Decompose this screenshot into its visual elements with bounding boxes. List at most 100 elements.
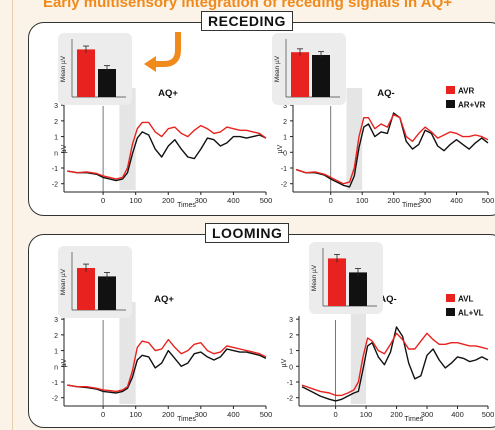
y-tick-label: -1 bbox=[52, 166, 58, 173]
y-axis-label: µV bbox=[61, 144, 68, 153]
x-tick-label: 300 bbox=[419, 196, 432, 205]
x-tick-label: 0 bbox=[101, 410, 105, 419]
legend-label: AVL bbox=[458, 295, 474, 304]
y-axis-label: µV bbox=[61, 358, 68, 367]
series-line-avr bbox=[67, 121, 267, 180]
y-tick-label: -1 bbox=[281, 166, 287, 173]
legend-label: AL+VL bbox=[458, 309, 484, 318]
x-tick-label: 0 bbox=[329, 196, 333, 205]
inset-y-label: Mean µV bbox=[60, 55, 67, 82]
x-tick-label: 200 bbox=[387, 196, 400, 205]
x-tick-label: 300 bbox=[195, 410, 208, 419]
inset-bar-black bbox=[98, 69, 116, 97]
series-line-ar-vr bbox=[67, 131, 267, 182]
curved-arrow-icon bbox=[144, 32, 181, 72]
series-line-avl bbox=[301, 332, 489, 397]
x-tick-label: 0 bbox=[333, 410, 337, 419]
x-tick-label: 300 bbox=[195, 196, 208, 205]
y-tick-label: 2 bbox=[289, 333, 293, 340]
inset-bar-black bbox=[98, 276, 116, 310]
erp-chart-receding-aq-: -2 -1 n 1 2 3 µV 0 100 200 300 400 500 Times AQ+ Mean µ… bbox=[52, 33, 272, 209]
series-line-avr bbox=[295, 113, 489, 185]
y-tick-label: 3 bbox=[289, 317, 293, 324]
legend-swatch bbox=[446, 100, 455, 108]
analysis-window bbox=[346, 88, 363, 190]
y-tick-label: 1 bbox=[283, 135, 287, 142]
y-tick-label: 3 bbox=[54, 103, 58, 110]
legend-swatch bbox=[446, 308, 455, 316]
y-tick-label: -2 bbox=[287, 396, 293, 403]
analysis-window bbox=[119, 88, 136, 190]
y-tick-label: -2 bbox=[281, 182, 287, 189]
x-tick-label: 500 bbox=[260, 410, 273, 419]
x-tick-label: 100 bbox=[129, 410, 142, 419]
legend-looming: AVL AL+VL bbox=[446, 294, 484, 318]
x-tick-label: 200 bbox=[162, 196, 175, 205]
erp-chart-looming-aq-: -2 -1 n 1 2 3 µV 0 100 200 300 400 500 Times AQ+ Mean µ… bbox=[52, 246, 272, 423]
x-tick-label: 500 bbox=[482, 410, 495, 419]
legend-receding: AVR AR+VR bbox=[446, 86, 486, 110]
y-tick-label: -2 bbox=[52, 396, 58, 403]
receding-panel-title: RECEDING bbox=[201, 11, 293, 31]
y-axis-label: µV bbox=[281, 358, 288, 367]
inset-y-label: Mean µV bbox=[60, 268, 67, 295]
x-tick-label: 100 bbox=[360, 410, 373, 419]
series-line-avl bbox=[67, 338, 267, 393]
inset-bar-red bbox=[328, 258, 346, 306]
x-tick-label: 300 bbox=[421, 410, 434, 419]
y-tick-label: 3 bbox=[283, 103, 287, 110]
x-tick-label: 100 bbox=[129, 196, 142, 205]
y-tick-label: 2 bbox=[54, 333, 58, 340]
x-axis-label: Times bbox=[177, 202, 196, 209]
looming-panel: LOOMING bbox=[28, 223, 495, 428]
inset-bar-red bbox=[291, 52, 309, 97]
legend-swatch bbox=[446, 86, 455, 94]
y-tick-label: 0 bbox=[283, 150, 287, 157]
looming-panel-title: LOOMING bbox=[205, 223, 290, 243]
x-tick-label: 200 bbox=[390, 410, 403, 419]
y-tick-label: 1 bbox=[54, 349, 58, 356]
analysis-window bbox=[350, 302, 367, 404]
x-tick-label: 500 bbox=[260, 196, 273, 205]
x-tick-label: 400 bbox=[227, 196, 240, 205]
y-tick-label: 0 bbox=[289, 364, 293, 371]
inset-bar-chart: Mean µV bbox=[58, 246, 132, 318]
inset-y-label: Mean µV bbox=[311, 264, 318, 291]
inset-bar-black bbox=[312, 55, 330, 97]
curved-arrow-shaft bbox=[154, 32, 181, 67]
x-tick-label: 100 bbox=[356, 196, 369, 205]
y-tick-label: n bbox=[54, 150, 58, 157]
page-title: Early multisensory integration of recedi… bbox=[42, 0, 453, 11]
inset-bar-red bbox=[77, 49, 95, 97]
x-tick-label: 400 bbox=[227, 410, 240, 419]
y-tick-label: 3 bbox=[54, 317, 58, 324]
group-label: AQ- bbox=[377, 88, 394, 99]
y-tick-label: 2 bbox=[283, 119, 287, 126]
x-tick-label: 400 bbox=[450, 196, 463, 205]
inset-y-label: Mean µV bbox=[274, 55, 281, 82]
series-line-al-vl bbox=[301, 326, 489, 402]
inset-bar-chart: Mean µV bbox=[272, 33, 346, 105]
group-label: AQ+ bbox=[154, 294, 174, 305]
y-tick-label: n bbox=[54, 364, 58, 371]
x-axis-label: Times bbox=[177, 416, 196, 423]
x-axis-label: Times bbox=[404, 416, 423, 423]
series-line-al-vl bbox=[67, 348, 267, 394]
group-label: AQ- bbox=[379, 294, 396, 305]
legend-label: AR+VR bbox=[458, 101, 486, 110]
curved-arrow-head bbox=[144, 56, 156, 72]
y-tick-label: -2 bbox=[52, 182, 58, 189]
inset-bar-red bbox=[77, 268, 95, 310]
y-axis-label: µV bbox=[277, 144, 284, 153]
y-tick-label: 1 bbox=[289, 349, 293, 356]
x-tick-label: 400 bbox=[451, 410, 464, 419]
x-tick-label: 200 bbox=[162, 410, 175, 419]
y-tick-label: 1 bbox=[54, 135, 58, 142]
x-tick-label: 500 bbox=[482, 196, 495, 205]
y-tick-label: 2 bbox=[54, 119, 58, 126]
series-line-ar-vr bbox=[295, 112, 489, 188]
legend-swatch bbox=[446, 294, 455, 302]
